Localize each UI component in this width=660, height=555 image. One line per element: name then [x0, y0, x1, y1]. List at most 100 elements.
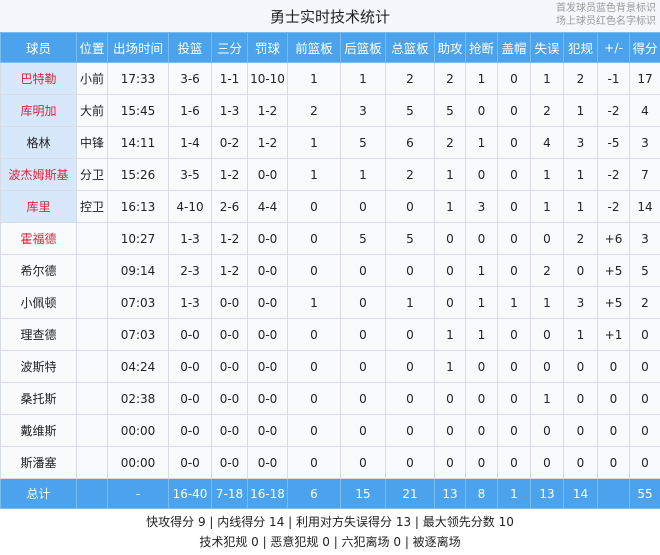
player-row: 格林 中锋 14:11 1-4 0-2 1-2 1 5 6 2 1 0 4 3 -5 3	[0, 126, 660, 159]
legend-starter: 首发球员蓝色背景标识	[556, 3, 656, 14]
stat-cell	[76, 318, 108, 351]
stat-cell: 7	[629, 158, 660, 191]
stat-cell: 2	[287, 94, 341, 127]
stat-cell	[76, 254, 108, 287]
column-header[interactable]: 位置	[76, 32, 108, 63]
stat-cell: 0	[597, 414, 630, 447]
player-name[interactable]: 希尔德	[0, 254, 77, 287]
stat-cell	[76, 286, 108, 319]
player-name[interactable]: 戴维斯	[0, 414, 77, 447]
stat-cell: 0	[563, 254, 598, 287]
column-header[interactable]: 犯规	[563, 32, 598, 63]
stat-cell: 0	[385, 414, 435, 447]
stat-cell: 1	[563, 190, 598, 223]
stat-cell: 0-2	[211, 126, 248, 159]
stat-cell: 0	[597, 382, 630, 415]
stat-cell: 1	[434, 190, 466, 223]
stat-cell: 0-0	[168, 382, 212, 415]
stat-cell: 5	[629, 254, 660, 287]
stat-cell: 0	[287, 382, 341, 415]
total-cell: 13	[434, 478, 466, 509]
stat-cell: 0	[563, 414, 598, 447]
stat-cell: 0	[385, 254, 435, 287]
stat-cell: 0	[629, 446, 660, 479]
total-cell: 13	[530, 478, 564, 509]
stat-cell: 0-0	[247, 318, 288, 351]
stat-cell: 0	[629, 350, 660, 383]
total-cell: -	[107, 478, 169, 509]
stat-cell: 1	[287, 62, 341, 95]
stat-cell: 3	[563, 286, 598, 319]
total-cell: 7-18	[211, 478, 248, 509]
column-header[interactable]: 球员	[0, 32, 77, 63]
stat-cell: 0	[497, 94, 531, 127]
stat-cell: 5	[340, 126, 386, 159]
stat-cell: 00:00	[107, 414, 169, 447]
stat-cell: 1-3	[211, 94, 248, 127]
stat-cell: +5	[597, 286, 630, 319]
stat-cell: 1	[434, 350, 466, 383]
column-header[interactable]: 后篮板	[340, 32, 386, 63]
stat-cell: 大前	[76, 94, 108, 127]
column-header[interactable]: 抢断	[465, 32, 498, 63]
stat-cell: 1	[434, 158, 466, 191]
player-name[interactable]: 理查德	[0, 318, 77, 351]
column-header[interactable]: 罚球	[247, 32, 288, 63]
player-name[interactable]: 巴特勒	[0, 62, 77, 95]
column-header[interactable]: 盖帽	[497, 32, 531, 63]
stat-cell: 1-2	[211, 222, 248, 255]
stat-cell: 0	[434, 414, 466, 447]
player-name[interactable]: 桑托斯	[0, 382, 77, 415]
stat-cell: 0	[530, 350, 564, 383]
player-row: 斯潘塞 00:00 0-0 0-0 0-0 0 0 0 0 0 0 0 0 0 0	[0, 446, 660, 479]
column-header[interactable]: 总篮板	[385, 32, 435, 63]
column-header[interactable]: 出场时间	[107, 32, 169, 63]
column-header[interactable]: 投篮	[168, 32, 212, 63]
stats-table: 球员 位置 出场时间 投篮 三分 罚球 前篮板 后篮板 总篮板 助攻 抢断 盖帽 失误 犯规 +/- 得分 巴…	[0, 32, 660, 509]
player-name[interactable]: 小佩顿	[0, 286, 77, 319]
column-header[interactable]: 前篮板	[287, 32, 341, 63]
stat-cell: 17:33	[107, 62, 169, 95]
stat-cell: 0	[629, 382, 660, 415]
stat-cell: 0	[563, 382, 598, 415]
player-name[interactable]: 格林	[0, 126, 77, 159]
player-name[interactable]: 波斯特	[0, 350, 77, 383]
player-name[interactable]: 库明加	[0, 94, 77, 127]
stat-cell: 0-0	[247, 446, 288, 479]
stat-cell: 1-2	[211, 158, 248, 191]
stat-cell: 0	[497, 318, 531, 351]
stat-cell: 0-0	[168, 318, 212, 351]
stat-cell: 0-0	[211, 350, 248, 383]
player-name[interactable]: 库里	[0, 190, 77, 223]
stat-cell: 1	[465, 254, 498, 287]
stat-cell: 0-0	[247, 286, 288, 319]
stat-cell: 0	[465, 446, 498, 479]
total-cell: 6	[287, 478, 341, 509]
stat-cell: -1	[597, 62, 630, 95]
footer-summary: 快攻得分 9 | 内线得分 14 | 利用对方失误得分 13 | 最大领先分数 …	[0, 512, 660, 552]
stat-cell: 0	[385, 350, 435, 383]
stat-cell: 0-0	[168, 350, 212, 383]
player-name[interactable]: 波杰姆斯基	[0, 158, 77, 191]
column-header[interactable]: +/-	[597, 32, 630, 63]
stat-cell: 0	[287, 414, 341, 447]
player-name[interactable]: 斯潘塞	[0, 446, 77, 479]
column-header[interactable]: 失误	[530, 32, 564, 63]
stat-cell: 09:14	[107, 254, 169, 287]
stat-cell: 控卫	[76, 190, 108, 223]
total-cell: 21	[385, 478, 435, 509]
total-label: 总计	[0, 478, 77, 509]
player-name[interactable]: 霍福德	[0, 222, 77, 255]
stat-cell	[76, 222, 108, 255]
column-header[interactable]: 助攻	[434, 32, 466, 63]
total-cell: 1	[497, 478, 531, 509]
stat-cell: 3-5	[168, 158, 212, 191]
player-row: 巴特勒 小前 17:33 3-6 1-1 10-10 1 1 2 2 1 0 1 2 -1 17	[0, 62, 660, 95]
stat-cell: 0	[497, 414, 531, 447]
stat-cell: 0	[597, 446, 630, 479]
column-header[interactable]: 三分	[211, 32, 248, 63]
stat-cell: 1-3	[168, 222, 212, 255]
stat-cell: 5	[340, 222, 386, 255]
legend-on-court: 场上球员红色名字标识	[556, 16, 656, 27]
column-header[interactable]: 得分	[629, 32, 660, 63]
